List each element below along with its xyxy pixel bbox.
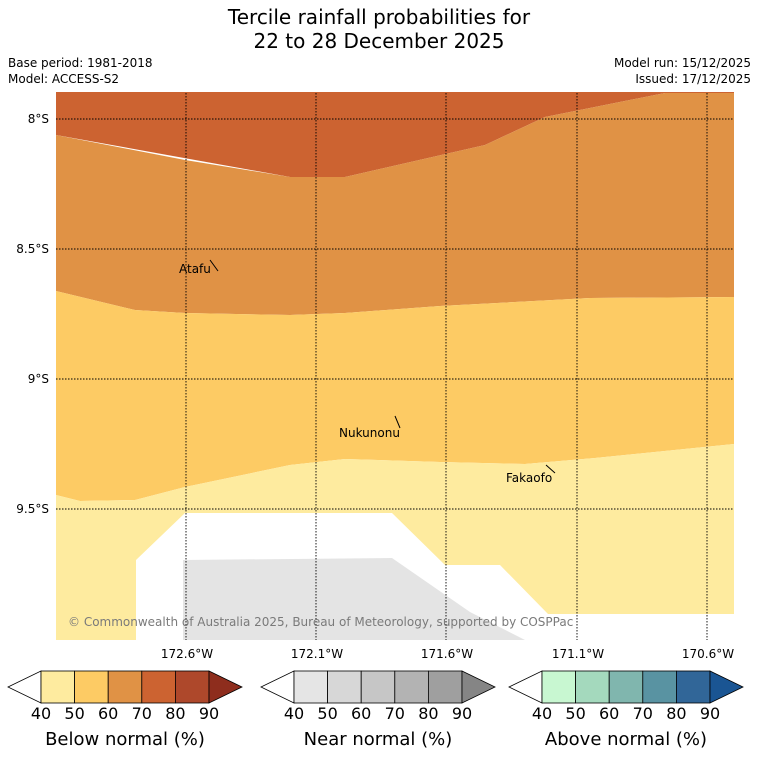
colorbar-below-segment: [40, 670, 75, 704]
lon-label-172-6: 172.6°W: [161, 647, 213, 661]
colorbar-above-segment: [642, 670, 677, 704]
band-below-50: [56, 291, 734, 501]
colorbar-near-tick: 80: [418, 704, 439, 723]
colorbar-above-tick: 80: [666, 704, 687, 723]
colorbar-below-tick: 70: [131, 704, 152, 723]
colorbar-near-segment: [427, 670, 463, 704]
colorbar-below-high-extend: [208, 670, 243, 704]
title-line-1: Tercile rainfall probabilities for: [227, 5, 531, 29]
colorbar-above-label: Above normal (%): [544, 729, 708, 750]
colorbar-near-tick: 40: [283, 704, 305, 723]
colorbar-above-segment: [608, 670, 644, 704]
colorbar-below-low-extend: [7, 670, 42, 704]
colorbar-above-tick: 60: [599, 704, 620, 723]
colorbar-below-tick: 50: [64, 704, 85, 723]
colorbar-above-high-extend: [709, 670, 744, 704]
lat-label-9: 9°S: [28, 372, 49, 386]
colorbar-near-tick: 60: [351, 704, 372, 723]
lat-label-9-5: 9.5°S: [16, 502, 49, 516]
base-period-text: Base period: 1981-2018: [8, 56, 153, 70]
colorbar-below-tick: 40: [30, 704, 52, 723]
graticule: [56, 93, 734, 640]
colorbar-above-tick: 50: [565, 704, 586, 723]
map-panel: Atafu Nukunonu Fakaofo © Commonwealth of…: [56, 92, 734, 640]
lon-label-171-1: 171.1°W: [552, 647, 604, 661]
place-label-fakaofo: Fakaofo: [506, 471, 552, 485]
colorbar-near-low-extend: [260, 670, 295, 704]
lat-label-8-5: 8.5°S: [16, 242, 49, 256]
colorbar-above-segment: [575, 670, 610, 704]
band-below-80: [56, 92, 734, 93]
colorbar-above-low-extend: [508, 670, 543, 704]
colorbar-near-tick: 50: [317, 704, 338, 723]
issued-text: Issued: 17/12/2025: [635, 72, 751, 86]
model-run-text: Model run: 15/12/2025: [613, 56, 751, 70]
colorbar-near-segment: [360, 670, 396, 704]
lon-label-172-1: 172.1°W: [291, 647, 343, 661]
colorbar-near-tick: 90: [451, 704, 473, 723]
lon-axis: 172.6°W 172.1°W 171.6°W 171.1°W 170.6°W: [161, 647, 734, 661]
model-text: Model: ACCESS-S2: [8, 72, 120, 86]
colorbar-above-segment: [541, 670, 576, 704]
colorbar-near-high-extend: [461, 670, 496, 704]
copyright-notice: © Commonwealth of Australia 2025, Bureau…: [68, 615, 573, 629]
colorbar-group: [7, 670, 744, 704]
band-below-70-top: [56, 93, 665, 177]
nukunonu-atoll: [394, 415, 401, 429]
colorbar-below-segment: [107, 670, 143, 704]
colorbar-below-segment: [141, 670, 176, 704]
colorbar-above-segment: [676, 670, 711, 704]
colorbar-near-tick: 70: [384, 704, 405, 723]
fakaofo-atoll: [545, 464, 556, 474]
band-near-normal: [183, 558, 525, 640]
colorbar-below-tick: 90: [198, 704, 220, 723]
colorbar-below-tick: 80: [165, 704, 186, 723]
colorbar-near-label: Near normal (%): [303, 729, 453, 750]
colorbar-near-segment: [327, 670, 362, 704]
colorbar-near-segment: [394, 670, 429, 704]
place-label-nukunonu: Nukunonu: [339, 426, 400, 440]
band-below-40: [56, 444, 734, 640]
lon-label-170-6: 170.6°W: [682, 647, 734, 661]
colorbar-near-segment: [293, 670, 328, 704]
colorbar-above-tick: 90: [699, 704, 721, 723]
title-line-2: 22 to 28 December 2025: [253, 29, 505, 53]
band-below-60: [56, 93, 734, 315]
atafu-atoll: [209, 259, 219, 272]
colorbar-above-tick: 70: [632, 704, 653, 723]
colorbar-below-segment: [74, 670, 109, 704]
lon-label-171-6: 171.6°W: [421, 647, 473, 661]
colorbar-below-label: Below normal (%): [45, 729, 205, 750]
place-label-atafu: Atafu: [179, 262, 211, 276]
lat-label-8: 8°S: [28, 112, 49, 126]
lat-axis: 8°S 8.5°S 9°S 9.5°S: [16, 112, 49, 516]
colorbar-above-tick: 40: [531, 704, 553, 723]
colorbar-below-segment: [174, 670, 210, 704]
colorbar-below-tick: 60: [98, 704, 119, 723]
